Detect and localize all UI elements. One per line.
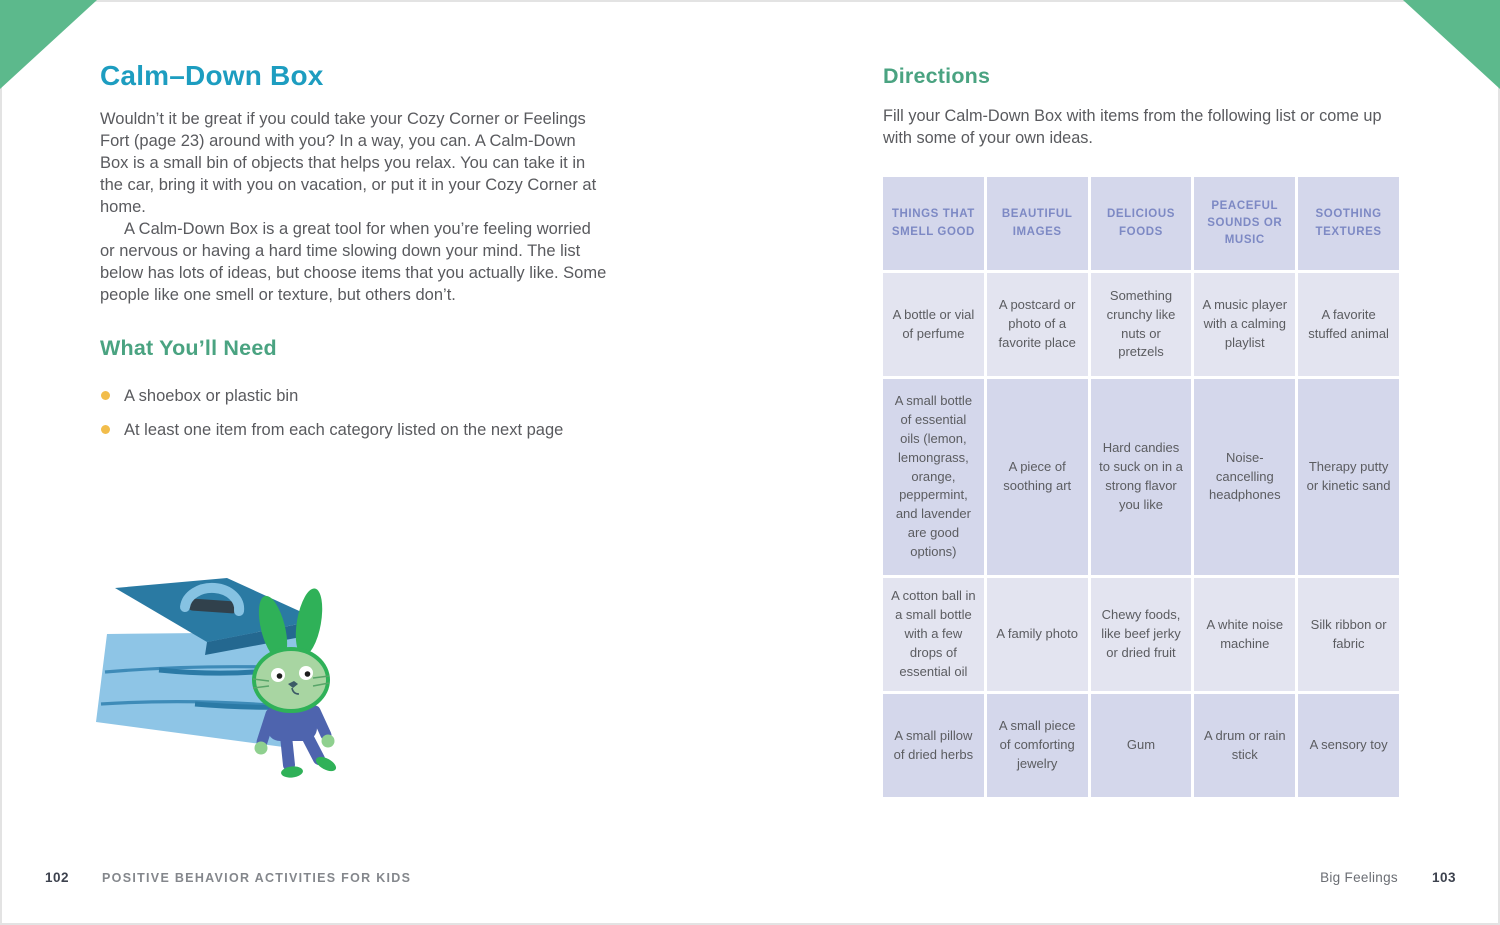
need-item-label: At least one item from each category lis… [124,421,564,439]
table-cell: A drum or rain stick [1194,694,1296,797]
directions-intro: Fill your Calm-Down Box with items from … [883,107,1382,147]
table-cell: A bottle or vial of perfume [883,273,984,376]
table-cell: Something crunchy like nuts or pretzels [1090,273,1192,376]
table-cell: Chewy foods, like beef jerky or dried fr… [1090,578,1192,691]
table-cell: A favorite stuffed animal [1298,273,1399,376]
table-cell: A postcard or photo of a favorite place [986,273,1088,376]
table-cell: A small piece of comforting jewelry [986,694,1088,797]
corner-accent-top-right [1403,0,1500,89]
intro-paragraph-2: A Calm-Down Box is a great tool for when… [100,220,607,304]
intro-paragraph-1: Wouldn’t it be great if you could take y… [100,110,597,216]
table-cell: Therapy putty or kinetic sand [1298,379,1399,575]
table-header-cell: SOOTHING TEXTURES [1298,177,1399,270]
table-cell: Silk ribbon or fabric [1298,578,1399,691]
list-item: A shoebox or plastic bin [100,385,564,407]
table-cell: A small bottle of essential oils (lemon,… [883,379,984,575]
table-cell: A family photo [986,578,1088,691]
footer-left: 102 POSITIVE BEHAVIOR ACTIVITIES FOR KID… [45,870,411,885]
calm-down-box-bunny-illustration [96,578,337,778]
table-cell: A small pillow of dried herbs [883,694,984,797]
need-item-label: A shoebox or plastic bin [124,387,299,405]
book-title: POSITIVE BEHAVIOR ACTIVITIES FOR KIDS [102,871,412,885]
table-cell: A cotton ball in a small bottle with a f… [883,578,984,691]
bullet-dot-icon [101,425,110,434]
left-page: Calm–Down Box Wouldn’t it be great if yo… [100,60,608,453]
calm-down-item-table: THINGS THAT SMELL GOOD BEAUTIFUL IMAGES … [883,177,1399,797]
table-cell: A white noise machine [1194,578,1296,691]
list-item: At least one item from each category lis… [100,419,564,441]
chapter-title: Big Feelings [1320,870,1398,885]
what-youll-need-heading: What You’ll Need [100,336,277,360]
table-cell: Noise-cancelling headphones [1194,379,1296,575]
table-cell: Gum [1090,694,1192,797]
corner-accent-top-left [0,0,97,89]
table-cell: A music player with a calming playlist [1194,273,1296,376]
bullet-dot-icon [101,391,110,400]
activity-title: Calm–Down Box [100,60,324,91]
table-cell: Hard candies to suck on in a strong flav… [1090,379,1192,575]
right-page: Directions Fill your Calm-Down Box with … [883,64,1403,149]
table-header-cell: THINGS THAT SMELL GOOD [883,177,984,270]
needs-list: A shoebox or plastic bin At least one it… [100,385,608,441]
directions-heading: Directions [883,64,991,88]
footer-right: Big Feelings 103 [1320,870,1456,885]
table-header-cell: BEAUTIFUL IMAGES [986,177,1088,270]
table-cell: A sensory toy [1298,694,1399,797]
page-number-right: 103 [1431,870,1456,885]
page-number-left: 102 [45,870,70,885]
table-cell: A piece of soothing art [986,379,1088,575]
table-header-cell: DELICIOUS FOODS [1090,177,1192,270]
table-header-cell: PEACEFUL SOUNDS OR MUSIC [1194,177,1296,270]
